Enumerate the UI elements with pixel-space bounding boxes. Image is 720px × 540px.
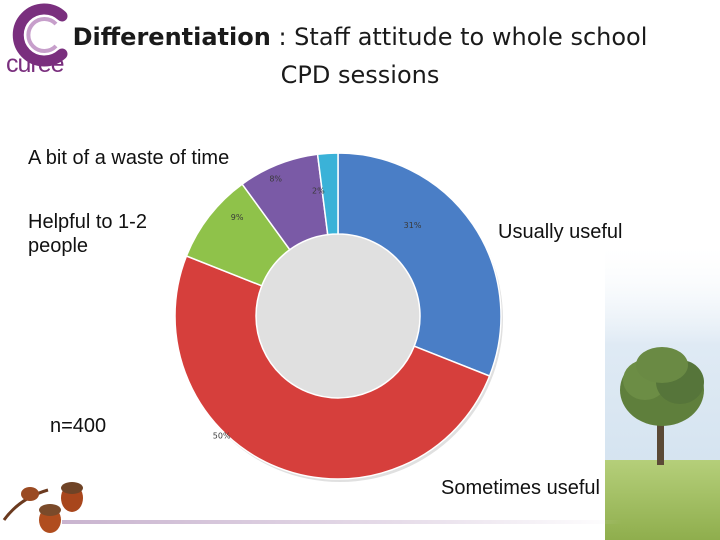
acorns-image [2, 482, 83, 533]
title-rest: : Staff attitude to whole school [270, 23, 648, 51]
pct-label-usually-useful: 31% [404, 221, 422, 230]
slice-other [316, 152, 339, 236]
pct-label-bit-of-waste: 8% [269, 175, 282, 184]
pct-label-helpful-1-2: 9% [231, 213, 244, 222]
label-bit-of-waste: A bit of a waste of time [28, 147, 230, 169]
pct-label-sometimes-useful: 50% [213, 431, 231, 440]
slice-sometimes-useful [174, 255, 491, 480]
title-line-2: CPD sessions [280, 61, 440, 89]
page-title: Differentiation : Staff attitude to whol… [40, 18, 680, 94]
sample-size-annotation: n=400 [50, 415, 107, 437]
label-sometimes-useful: Sometimes useful [441, 477, 600, 499]
slice-usually-useful [337, 152, 502, 377]
tree-scenery-image [605, 240, 720, 540]
logo-wordmark: curee [6, 50, 65, 78]
bottom-divider [62, 520, 622, 524]
label-helpful-1-2: Helpful to 1-2 people [28, 211, 147, 257]
title-bold: Differentiation [72, 23, 271, 51]
label-usually-useful: Usually useful [498, 221, 623, 243]
curee-logo [12, 3, 68, 67]
pct-label-other: 2% [312, 186, 325, 195]
